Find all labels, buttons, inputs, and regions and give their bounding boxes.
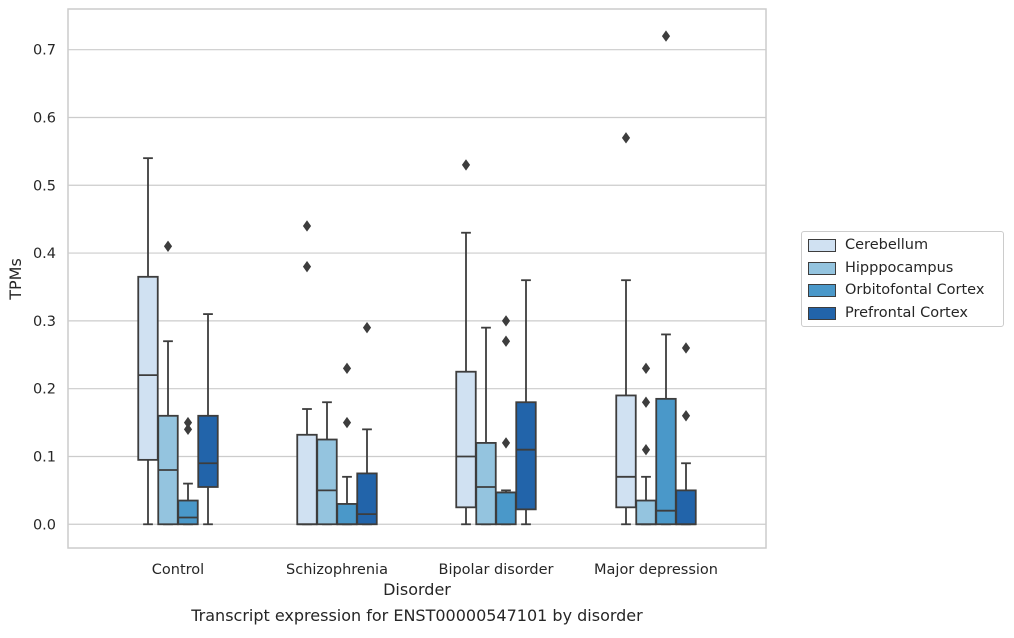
outlier-point [641,362,651,375]
box-hipppocampus-control [157,240,179,526]
iqr-box [475,442,497,526]
outlier-point [302,220,312,232]
iqr-box [296,433,318,526]
plot-area-frame [67,8,767,549]
iqr-box [675,489,697,526]
box-prefrontal-cortex-control [197,313,219,526]
box-hipppocampus-major-depression [635,362,657,526]
legend-label-prefrontal-cortex: Prefrontal Cortex [845,305,968,321]
legend-item-prefrontal-cortex: Prefrontal Cortex [808,303,968,323]
iqr-box [137,275,159,461]
legend-item-hippocampus: Hipppocampus [808,258,953,278]
outlier-point [641,444,651,456]
box-orbitofontal-cortex-major-depression [655,30,677,526]
y-tick-label: 0.0 [33,517,56,533]
y-axis-label: TPMs [6,258,25,301]
box-cerebellum-bipolar-disorder [455,159,477,526]
iqr-box [177,499,199,526]
outlier-point [661,30,671,42]
x-axis-label: Disorder [383,580,451,599]
box-orbitofontal-cortex-schizophrenia [336,362,358,526]
outlier-point [342,362,352,375]
box-prefrontal-cortex-bipolar-disorder [515,279,537,526]
outlier-point [183,423,193,436]
legend-label-hippocampus: Hipppocampus [845,260,954,276]
iqr-box [615,394,637,509]
y-tick-label: 0.1 [33,449,56,465]
y-tick-label: 0.6 [33,110,56,126]
y-tick-label: 0.7 [33,43,56,59]
iqr-box [495,491,517,526]
legend-item-cerebellum: Cerebellum [808,235,928,255]
outlier-point [501,315,511,327]
box-hipppocampus-schizophrenia [316,401,338,526]
x-tick-label-bipolar-disorder: Bipolar disorder [439,562,554,578]
outlier-point [362,321,372,334]
iqr-box [316,438,338,526]
outlier-point [461,159,471,171]
iqr-box [635,499,657,526]
legend-swatch-orbitofrontal-cortex [808,283,836,297]
box-orbitofontal-cortex-control [177,416,199,526]
box-prefrontal-cortex-major-depression [675,342,697,526]
outlier-point [183,416,193,429]
outlier-point [302,260,312,273]
legend-label-orbitofrontal-cortex: Orbitofontal Cortex [845,282,985,298]
iqr-box [336,503,358,526]
iqr-box [655,397,677,526]
legend-item-orbitofrontal-cortex: Orbitofontal Cortex [808,280,984,300]
box-orbitofontal-cortex-bipolar-disorder [495,315,517,526]
outlier-point [681,342,691,354]
box-hipppocampus-bipolar-disorder [475,326,497,526]
outlier-point [342,416,352,429]
legend-swatch-cerebellum [808,238,836,252]
y-tick-label: 0.2 [33,382,56,398]
box-cerebellum-control [137,157,159,526]
legend-label-cerebellum: Cerebellum [845,237,929,253]
outlier-point [501,437,511,449]
box-cerebellum-major-depression [615,132,637,526]
box-prefrontal-cortex-schizophrenia [356,321,378,526]
x-tick-label-control: Control [152,562,204,578]
legend: Cerebellum Hipppocampus Orbitofontal Cor… [801,231,1004,327]
y-tick-label: 0.5 [33,178,56,194]
outlier-point [681,410,691,422]
legend-swatch-prefrontal-cortex [808,306,836,320]
y-tick-label: 0.3 [33,314,56,330]
legend-swatch-hippocampus [808,261,836,275]
outlier-point [163,240,173,252]
outlier-point [621,132,631,144]
x-tick-label-major-depression: Major depression [594,562,718,578]
x-tick-label-schizophrenia: Schizophrenia [286,562,388,578]
iqr-box [197,414,219,488]
outlier-point [501,335,511,347]
box-cerebellum-schizophrenia [296,220,318,526]
chart-caption: Transcript expression for ENST0000054710… [191,606,643,625]
iqr-box [515,401,537,511]
iqr-box [455,370,477,509]
y-tick-label: 0.4 [33,246,56,262]
iqr-box [356,472,378,526]
outlier-point [641,396,651,408]
